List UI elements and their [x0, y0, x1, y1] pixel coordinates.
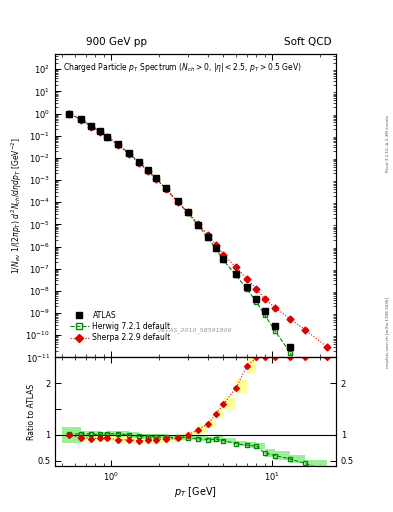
X-axis label: $p_{T}$ [GeV]: $p_{T}$ [GeV] — [174, 484, 217, 499]
Y-axis label: Ratio to ATLAS: Ratio to ATLAS — [27, 383, 36, 440]
Text: Rivet 3.1.10, ≥ 2.3M events: Rivet 3.1.10, ≥ 2.3M events — [386, 115, 390, 172]
Text: Soft QCD: Soft QCD — [285, 37, 332, 47]
Text: Charged Particle $p_{T}$ Spectrum ($N_{ch} > 0$, $|\eta| < 2.5$, $p_{T} > 0.5$ G: Charged Particle $p_{T}$ Spectrum ($N_{c… — [63, 61, 302, 74]
Text: ATLAS_2010_S8591806: ATLAS_2010_S8591806 — [159, 328, 232, 333]
Text: 900 GeV pp: 900 GeV pp — [86, 37, 147, 47]
Y-axis label: $1/N_{ev}$ $1/(2\pi p_T)$ $d^2N_{ch}/d\eta dp_T$ [GeV$^{-2}$]: $1/N_{ev}$ $1/(2\pi p_T)$ $d^2N_{ch}/d\e… — [10, 137, 24, 274]
Text: mcplots.cern.ch [arXiv:1306.3436]: mcplots.cern.ch [arXiv:1306.3436] — [386, 297, 390, 368]
Legend: ATLAS, Herwig 7.2.1 default, Sherpa 2.2.9 default: ATLAS, Herwig 7.2.1 default, Sherpa 2.2.… — [67, 308, 173, 345]
